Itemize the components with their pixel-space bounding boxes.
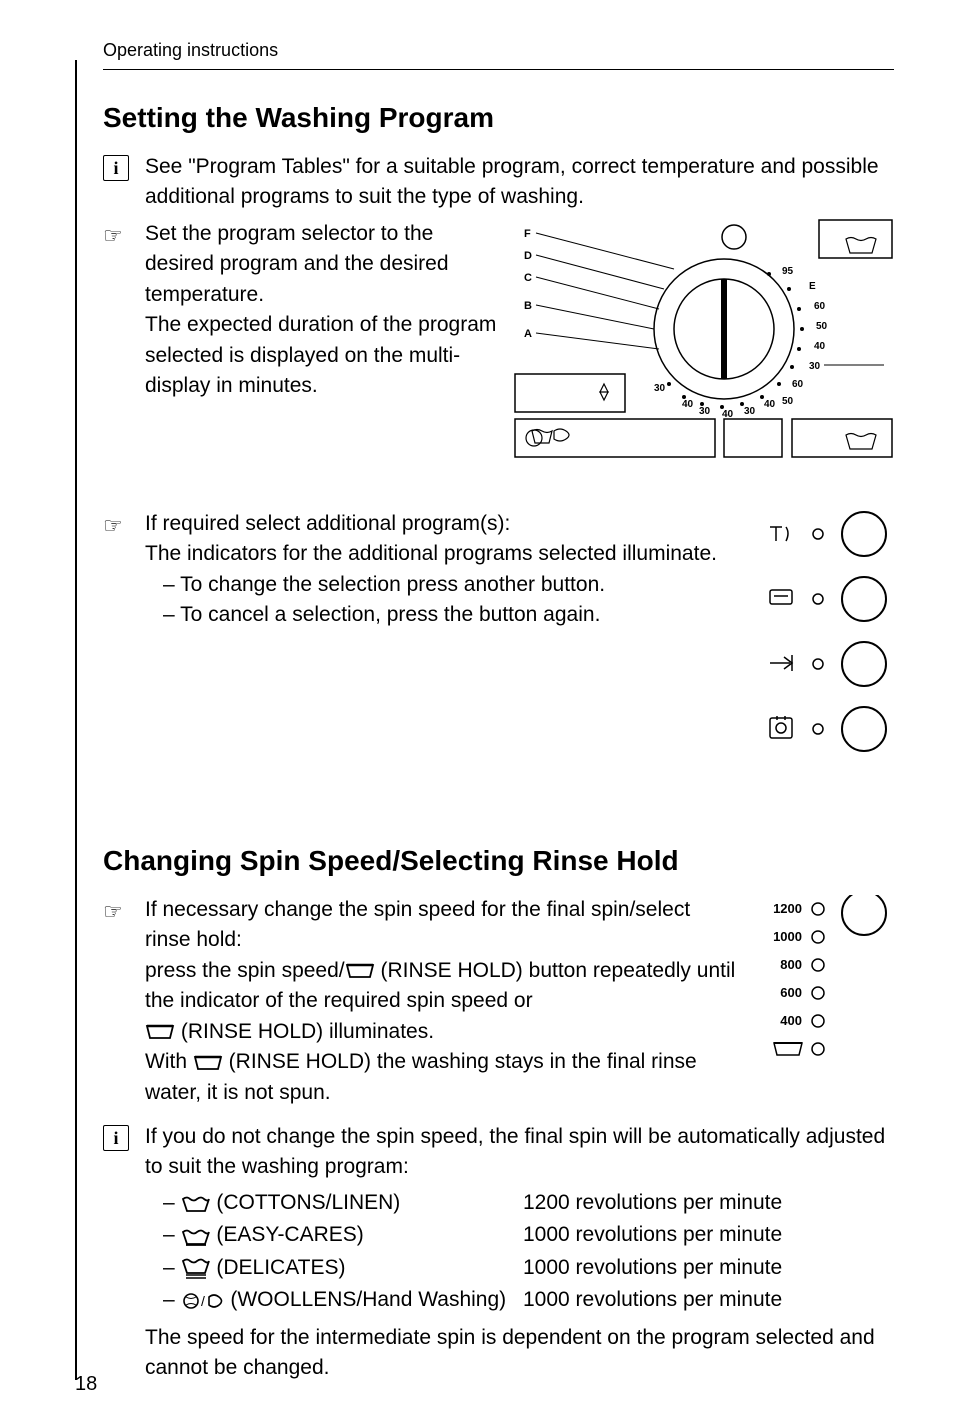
program-row: – (DELICATES) 1000 revolutions per minut…	[163, 1252, 894, 1285]
info-marker-2: i	[103, 1122, 145, 1152]
svg-text:30: 30	[699, 406, 711, 417]
header-rule	[103, 69, 894, 70]
svg-text:30: 30	[809, 361, 821, 372]
dial-figure: F D C B A 95 E 60 50 40	[514, 219, 894, 459]
page-header: Operating instructions	[103, 40, 894, 61]
hand-marker-3: ☞	[103, 895, 145, 928]
section2-step1-line1: If necessary change the spin speed for t…	[145, 898, 690, 951]
svg-text:1200: 1200	[773, 901, 802, 916]
easycare-icon	[181, 1226, 211, 1246]
svg-text:E: E	[809, 281, 816, 292]
svg-text:1000: 1000	[773, 929, 802, 944]
svg-text:30: 30	[654, 383, 666, 394]
rinse-hold-icon	[193, 1053, 223, 1073]
cotton-icon	[181, 1193, 211, 1213]
svg-text:40: 40	[682, 399, 694, 410]
svg-text:D: D	[524, 250, 532, 262]
svg-text:F: F	[524, 228, 531, 240]
svg-text:A: A	[524, 328, 532, 340]
section2-info: If you do not change the spin speed, the…	[145, 1125, 885, 1178]
info-marker: i	[103, 152, 145, 182]
section2-step1-line2a: press the spin speed/	[145, 959, 345, 982]
svg-text:400: 400	[780, 1013, 802, 1028]
page-number: 18	[75, 1373, 97, 1396]
svg-text:B: B	[524, 300, 532, 312]
section1-step2-line2: The indicators for the additional progra…	[145, 542, 717, 565]
svg-text:30: 30	[744, 406, 756, 417]
section1-title: Setting the Washing Program	[103, 102, 894, 134]
delicates-icon	[181, 1257, 211, 1279]
svg-text:40: 40	[722, 409, 734, 420]
section2-title: Changing Spin Speed/Selecting Rinse Hold	[103, 845, 894, 877]
rinse-hold-icon	[145, 1022, 175, 1042]
section1-step1-line2: The expected duration of the program sel…	[145, 313, 496, 397]
svg-text:95: 95	[782, 266, 794, 277]
section1-step2-line1: If required select additional program(s)…	[145, 512, 510, 535]
program-row: – / (WOOLLENS/Hand Washing) 1000 revolut…	[163, 1284, 894, 1317]
wool-hand-icon: /	[181, 1291, 225, 1311]
svg-text:800: 800	[780, 957, 802, 972]
svg-text:50: 50	[816, 321, 828, 332]
options-buttons-figure	[764, 509, 894, 769]
svg-text:600: 600	[780, 985, 802, 1000]
svg-text:40: 40	[764, 399, 776, 410]
section2-footer: The speed for the intermediate spin is d…	[145, 1326, 875, 1379]
svg-text:C: C	[524, 272, 532, 284]
section2-step1-line4b: (RINSE HOLD) the washing stays in the fi…	[145, 1050, 697, 1103]
program-row: – (COTTONS/LINEN) 1200 revolutions per m…	[163, 1187, 894, 1220]
svg-text:/: /	[201, 1293, 205, 1309]
spin-speed-figure: 1200 1000 800 600 400	[754, 895, 894, 1095]
svg-text:60: 60	[792, 379, 804, 390]
program-row: – (EASY-CARES) 1000 revolutions per minu…	[163, 1219, 894, 1252]
section2-step1-line4a: With	[145, 1050, 193, 1073]
svg-text:50: 50	[782, 396, 794, 407]
rinse-hold-icon	[345, 961, 375, 981]
section1-info: See "Program Tables" for a suitable prog…	[145, 152, 894, 213]
section1-step1-line1: Set the program selector to the desired …	[145, 222, 449, 306]
hand-marker-2: ☞	[103, 509, 145, 542]
hand-marker: ☞	[103, 219, 145, 252]
svg-text:60: 60	[814, 301, 826, 312]
svg-text:40: 40	[814, 341, 826, 352]
section2-step1-line3b: (RINSE HOLD) illuminates.	[175, 1020, 434, 1043]
